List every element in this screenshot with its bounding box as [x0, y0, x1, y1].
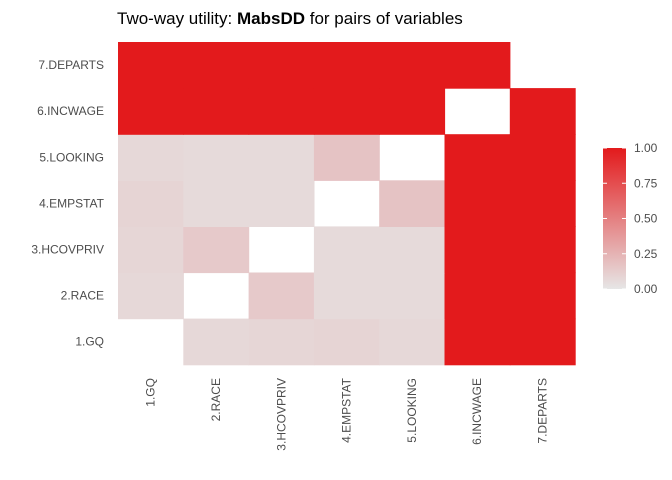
- x-tick-label-4-empstat: 4.EMPSTAT: [340, 377, 354, 443]
- x-tick-label-6-incwage: 6.INCWAGE: [470, 378, 484, 445]
- heatmap-cell-2-race-6-incwage: [183, 88, 250, 135]
- heatmap-cell-1-gq-5-looking: [118, 134, 184, 181]
- heatmap-cell-2-race-5-looking: [183, 134, 250, 181]
- heatmap-cell-6-incwage-4-empstat: [444, 180, 511, 227]
- heatmap-cell-7-departs-5-looking: [509, 134, 576, 181]
- heatmap-cell-1-gq-4-empstat: [118, 180, 184, 227]
- heatmap-cell-4-empstat-7-departs: [313, 42, 380, 89]
- heatmap-cell-5-looking-6-incwage: [379, 88, 446, 135]
- heatmap-cell-7-departs-3-hcovpriv: [509, 226, 576, 274]
- heatmap-cell-3-hcovpriv-7-departs: [248, 42, 315, 89]
- heatmap-cells: [118, 42, 576, 366]
- x-tick-label-3-hcovpriv: 3.HCOVPRIV: [274, 378, 288, 451]
- heatmap-cell-6-incwage-5-looking: [444, 134, 511, 181]
- heatmap-cell-5-looking-3-hcovpriv: [379, 226, 446, 274]
- y-tick-label-3-hcovpriv: 3.HCOVPRIV: [31, 242, 104, 256]
- x-tick-label-5-looking: 5.LOOKING: [405, 378, 419, 443]
- legend-tick-label-0: 1.00: [634, 141, 658, 155]
- heatmap-cell-6-incwage-3-hcovpriv: [444, 226, 511, 274]
- y-tick-label-4-empstat: 4.EMPSTAT: [39, 196, 105, 210]
- heatmap-cell-4-empstat-6-incwage: [313, 88, 380, 135]
- heatmap-cell-7-departs-1-gq: [509, 318, 576, 366]
- heatmap-cell-4-empstat-5-looking: [313, 134, 380, 181]
- y-tick-label-1-gq: 1.GQ: [75, 335, 104, 349]
- color-legend: 1.00 0.75 0.50 0.25 0.00: [603, 141, 658, 296]
- y-tick-label-5-looking: 5.LOOKING: [39, 150, 104, 164]
- heatmap-cell-2-race-7-departs: [183, 42, 250, 89]
- heatmap-cell-3-hcovpriv-6-incwage: [248, 88, 315, 135]
- heatmap-cell-6-incwage-7-departs: [444, 42, 511, 89]
- chart-title-prefix: Two-way utility:: [117, 9, 237, 28]
- x-axis-tick-labels: 1.GQ 2.RACE 3.HCOVPRIV 4.EMPSTAT 5.LOOKING 6.…: [144, 377, 550, 450]
- heatmap-cell-3-hcovpriv-4-empstat: [248, 180, 315, 227]
- heatmap-cell-7-departs-4-empstat: [509, 180, 576, 227]
- heatmap-cell-4-empstat-3-hcovpriv: [313, 226, 380, 274]
- heatmap-cell-1-gq-7-departs: [118, 42, 184, 89]
- heatmap-cell-3-hcovpriv-2-race: [248, 272, 315, 320]
- heatmap-cell-7-departs-2-race: [509, 272, 576, 320]
- chart-title-suffix: for pairs of variables: [305, 9, 463, 28]
- heatmap-cell-4-empstat-1-gq: [313, 318, 380, 366]
- chart-title: Two-way utility: MabsDD for pairs of var…: [117, 9, 463, 28]
- y-tick-label-2-race: 2.RACE: [61, 289, 104, 303]
- heatmap-cell-5-looking-7-departs: [379, 42, 446, 89]
- chart-title-bold: MabsDD: [237, 9, 305, 28]
- heatmap-cell-2-race-3-hcovpriv: [183, 226, 250, 274]
- legend-tick-label-4: 0.00: [634, 282, 658, 296]
- heatmap-cell-1-gq-3-hcovpriv: [118, 226, 184, 274]
- y-tick-label-7-departs: 7.DEPARTS: [38, 58, 104, 72]
- heatmap-cell-6-incwage-2-race: [444, 272, 511, 320]
- heatmap-cell-4-empstat-2-race: [313, 272, 380, 320]
- heatmap-cell-5-looking-4-empstat: [379, 180, 446, 227]
- x-tick-label-2-race: 2.RACE: [209, 378, 223, 421]
- heatmap-cell-3-hcovpriv-1-gq: [248, 318, 315, 366]
- heatmap-cell-1-gq-6-incwage: [118, 88, 184, 135]
- legend-colorbar: [603, 148, 626, 289]
- heatmap-cell-6-incwage-1-gq: [444, 318, 511, 366]
- y-axis-tick-labels: 1.GQ 2.RACE 3.HCOVPRIV 4.EMPSTAT 5.LOOKING 6.…: [31, 58, 104, 349]
- legend-tick-label-1: 0.75: [634, 176, 658, 190]
- heatmap-cell-2-race-4-empstat: [183, 180, 250, 227]
- heatmap-cell-3-hcovpriv-5-looking: [248, 134, 315, 181]
- heatmap-cell-2-race-1-gq: [183, 318, 250, 366]
- x-tick-label-7-departs: 7.DEPARTS: [535, 378, 549, 444]
- heatmap-cell-5-looking-1-gq: [379, 318, 446, 366]
- x-tick-label-1-gq: 1.GQ: [144, 378, 158, 407]
- heatmap-cell-7-departs-6-incwage: [509, 88, 576, 135]
- heatmap-cell-1-gq-2-race: [118, 272, 184, 320]
- legend-tick-label-3: 0.25: [634, 247, 658, 261]
- heatmap-cell-5-looking-2-race: [379, 272, 446, 320]
- y-tick-label-6-incwage: 6.INCWAGE: [37, 104, 104, 118]
- legend-tick-label-2: 0.50: [634, 212, 658, 226]
